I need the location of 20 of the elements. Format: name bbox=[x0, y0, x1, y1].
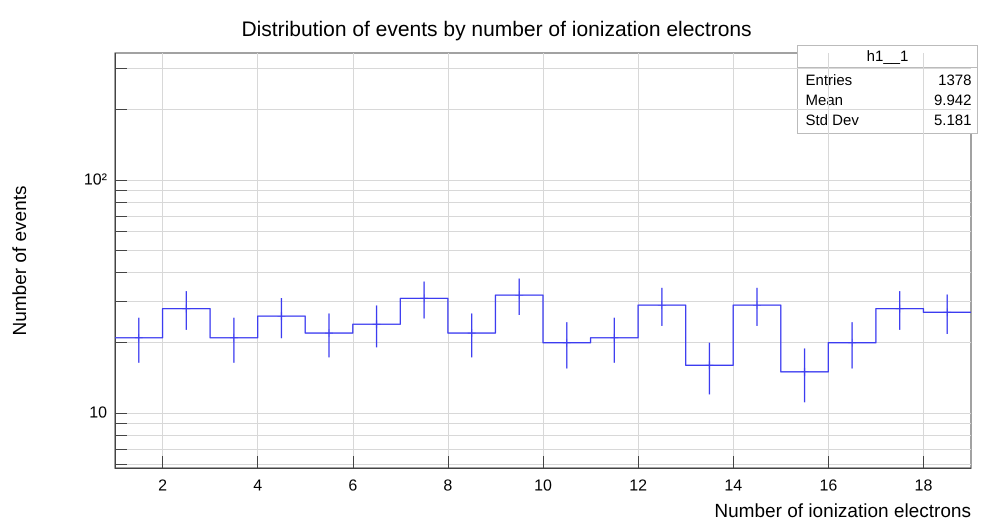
x-axis-title: Number of ionization electrons bbox=[714, 501, 971, 521]
annotation: h1__1 bbox=[866, 48, 908, 65]
annotation: Mean bbox=[806, 92, 844, 109]
x-tick-label: 12 bbox=[629, 478, 648, 494]
x-tick-label: 14 bbox=[724, 478, 742, 494]
annotation: 5.181 bbox=[934, 112, 972, 129]
x-tick-label: 4 bbox=[253, 478, 262, 494]
annotation: 9.942 bbox=[934, 92, 972, 109]
x-tick-label: 8 bbox=[443, 478, 452, 494]
y-axis-title: Number of events bbox=[10, 186, 31, 336]
x-tick-label: 6 bbox=[348, 478, 358, 494]
y-tick-label: 10² bbox=[84, 171, 108, 188]
annotation: Std Dev bbox=[806, 112, 860, 129]
x-tick-label: 18 bbox=[914, 478, 932, 494]
x-tick-label: 10 bbox=[534, 478, 552, 494]
annotation: Entries bbox=[806, 72, 852, 89]
x-tick-label: 16 bbox=[819, 478, 838, 494]
annotation: 1378 bbox=[938, 72, 972, 89]
x-tick-label: 2 bbox=[158, 478, 168, 494]
chart-title: Distribution of events by number of ionization electrons bbox=[241, 18, 752, 41]
